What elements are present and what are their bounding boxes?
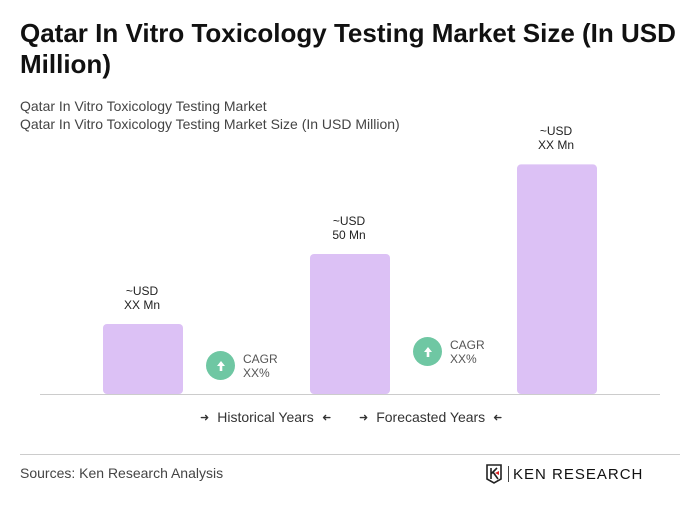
cagr-badge-2: CAGR XX%: [413, 337, 485, 366]
data-label-1: ~USD XX Mn: [123, 284, 160, 312]
arrow-up-icon: [413, 337, 442, 366]
arrow-up-icon: [206, 351, 235, 380]
arrow-left-icon: ➜: [493, 411, 503, 424]
ken-logo-icon: [486, 464, 502, 484]
legend-forecasted: ➜ Forecasted Years ➜: [359, 409, 503, 425]
page-title: Qatar In Vitro Toxicology Testing Market…: [20, 18, 676, 79]
bar-3: [517, 164, 597, 394]
sources-text: Sources: Ken Research Analysis: [20, 465, 224, 481]
ken-research-logo: KEN RESEARCH: [486, 464, 643, 484]
arrow-right-icon: ➜: [200, 411, 210, 424]
arrow-right-icon: ➜: [359, 411, 369, 424]
bar-2: [310, 254, 390, 394]
subtitle: Qatar In Vitro Toxicology Testing Market: [20, 98, 267, 114]
cagr-badge-1: CAGR XX%: [206, 351, 278, 380]
data-label-2: ~USD 50 Mn: [332, 214, 366, 242]
bar-1: [103, 324, 183, 394]
divider: [20, 454, 680, 455]
chart-subtitle: Qatar In Vitro Toxicology Testing Market…: [20, 116, 400, 132]
arrow-left-icon: ➜: [321, 411, 331, 424]
data-label-3: ~USD XX Mn: [537, 124, 574, 152]
legend-historical: ➜ Historical Years ➜: [200, 409, 331, 425]
